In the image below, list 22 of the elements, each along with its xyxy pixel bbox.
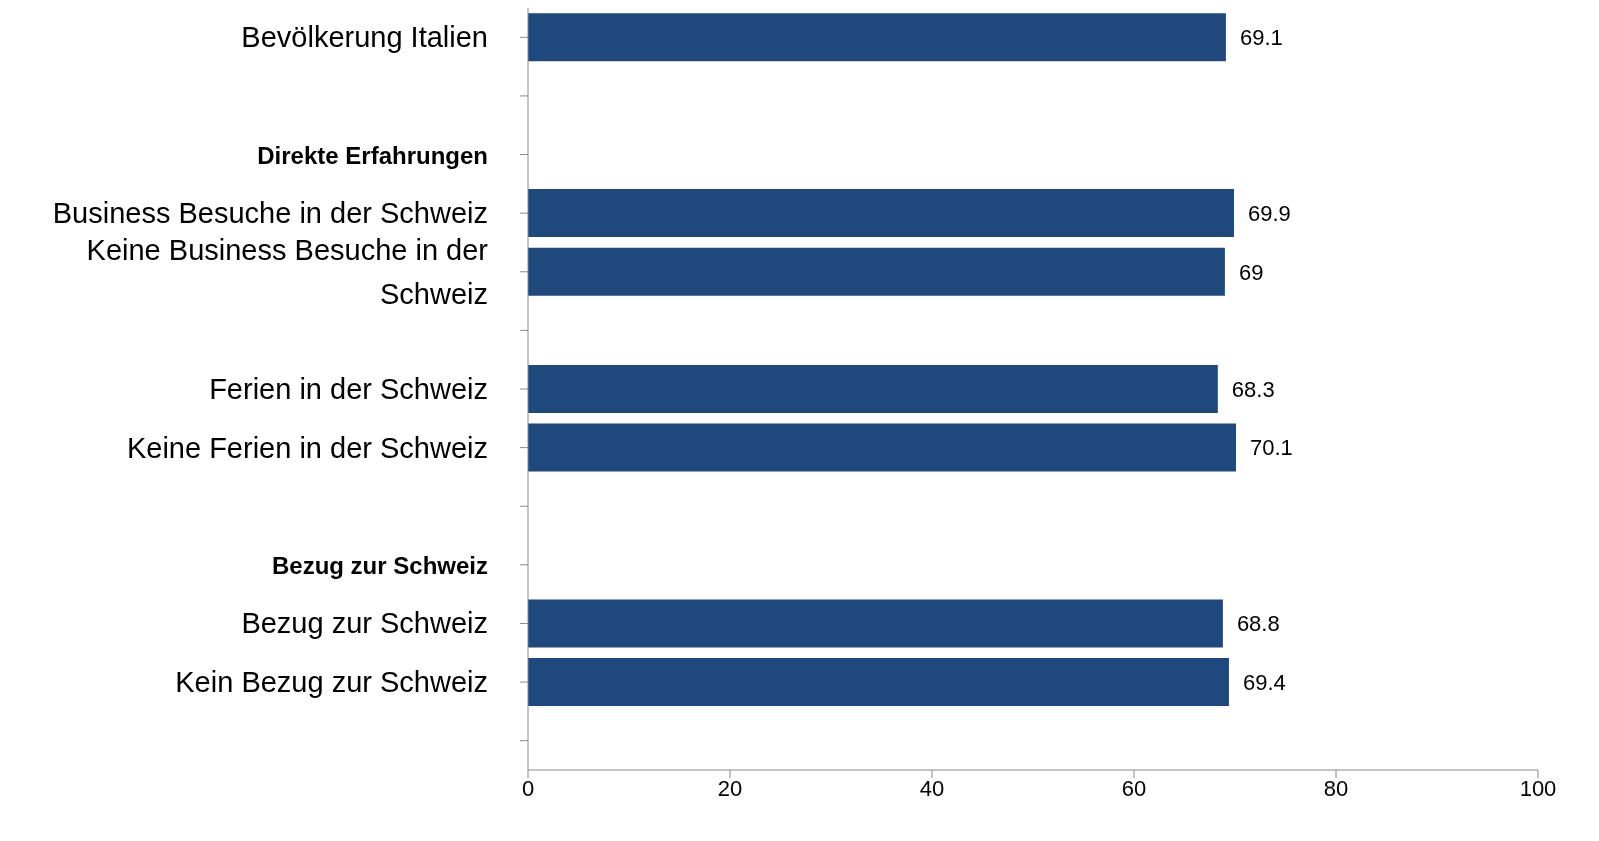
y-tick-label: Kein Bezug zur Schweiz — [175, 666, 488, 699]
data-label: 69.1 — [1239, 25, 1283, 51]
x-tick-label: 20 — [717, 775, 743, 801]
data-label: 69 — [1238, 259, 1264, 285]
x-tick-label: 60 — [1121, 775, 1147, 801]
y-tick-label: Business Besuche in der Schweiz — [52, 197, 488, 230]
data-label: 68.8 — [1236, 611, 1280, 637]
y-tick-label: Bezug zur Schweiz — [241, 607, 488, 640]
data-label: 69.4 — [1242, 669, 1286, 695]
y-tick-label: Ferien in der Schweiz — [209, 373, 488, 405]
y-tick-label: Keine Ferien in der Schweiz — [126, 431, 488, 464]
x-tick-label: 0 — [521, 775, 535, 801]
data-label: 69.9 — [1247, 200, 1291, 226]
data-label: 68.3 — [1231, 376, 1275, 402]
y-tick-label: Direkte Erfahrungen — [257, 141, 488, 169]
y-tick-label: Bezug zur Schweiz — [271, 551, 488, 579]
data-label: 70.1 — [1250, 435, 1293, 461]
y-tick-label: Keine Business Besuche in der Schweiz — [86, 233, 489, 310]
x-tick-label: 80 — [1323, 775, 1349, 801]
x-tick-label: 40 — [919, 775, 945, 801]
y-tick-label: Bevölkerung Italien — [241, 21, 488, 54]
x-tick-label: 100 — [1519, 775, 1557, 801]
